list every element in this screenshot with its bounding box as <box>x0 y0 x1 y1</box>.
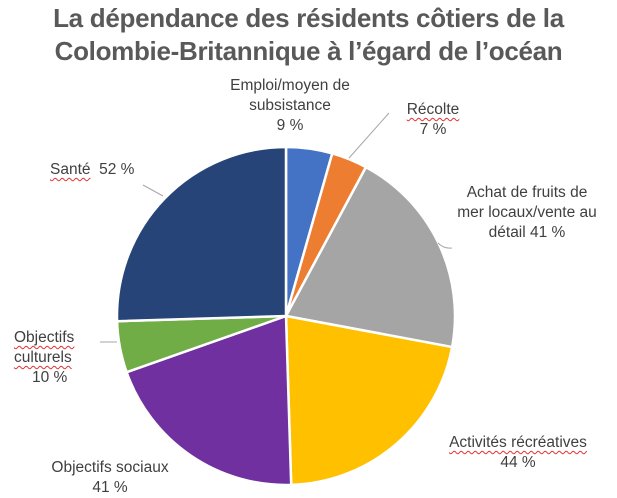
label-emploi: Emploi/moyen de subsistance 9 % <box>230 77 350 134</box>
label-achat: Achat de fruits de mer locaux/vente au d… <box>457 184 597 241</box>
chart-title-line-1: La dépendance des résidents côtiers de l… <box>53 3 564 33</box>
label-sante: Santé 52 % <box>50 161 135 178</box>
label-sociaux: Objectifs sociaux 41 % <box>51 459 169 496</box>
leader-line-recolte <box>348 112 390 159</box>
pie-slice-activites-recreatives <box>284 314 454 487</box>
leader-line-sante <box>142 184 164 197</box>
pie-slice-sante <box>115 145 288 323</box>
leader-line-achat <box>437 242 453 249</box>
label-recolte: Récolte 7 % <box>406 101 460 138</box>
chart-title-line-2: Colombie-Britannique à l’égard de l’océa… <box>54 36 563 66</box>
label-culturels: Objectifs culturels 10 % <box>14 329 75 386</box>
label-activites: Activités récréatives 44 % <box>449 434 587 471</box>
chart-title: La dépendance des résidents côtiers de l… <box>0 2 617 68</box>
